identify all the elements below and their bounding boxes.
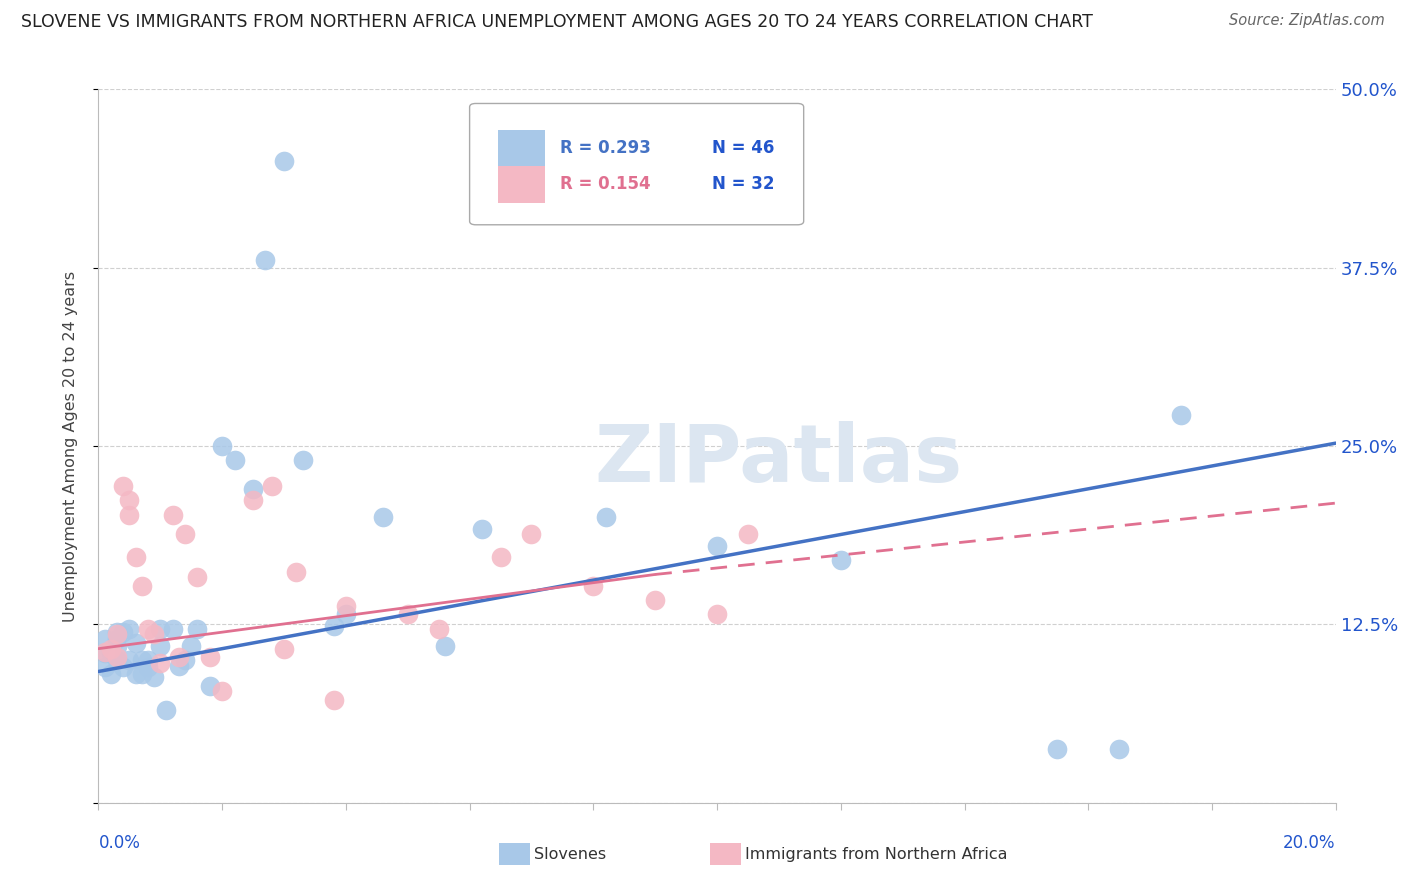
Point: [100, 667, 122, 681]
Point: [427, 622, 450, 636]
Text: Source: ZipAtlas.com: Source: ZipAtlas.com: [1229, 13, 1385, 29]
Point: [105, 653, 128, 667]
Text: R = 0.293: R = 0.293: [560, 139, 651, 157]
Point: [124, 667, 146, 681]
Point: [335, 599, 357, 613]
Point: [706, 607, 728, 622]
Point: [1108, 741, 1130, 756]
Point: [136, 660, 159, 674]
Point: [644, 593, 666, 607]
Point: [198, 650, 221, 665]
Point: [211, 439, 233, 453]
Point: [198, 679, 221, 693]
Point: [273, 153, 295, 168]
Point: [93, 660, 115, 674]
Text: SLOVENE VS IMMIGRANTS FROM NORTHERN AFRICA UNEMPLOYMENT AMONG AGES 20 TO 24 YEAR: SLOVENE VS IMMIGRANTS FROM NORTHERN AFRI…: [21, 13, 1092, 31]
Point: [174, 527, 197, 541]
Point: [582, 579, 605, 593]
Point: [118, 493, 141, 508]
Text: Slovenes: Slovenes: [534, 847, 606, 862]
Point: [830, 553, 852, 567]
Point: [105, 627, 128, 641]
Text: N = 46: N = 46: [711, 139, 775, 157]
Point: [149, 656, 172, 670]
Text: N = 32: N = 32: [711, 175, 775, 193]
Point: [143, 670, 166, 684]
Point: [105, 650, 128, 665]
FancyBboxPatch shape: [498, 130, 546, 167]
Point: [118, 508, 141, 522]
Point: [291, 453, 314, 467]
Point: [118, 653, 141, 667]
Point: [93, 632, 115, 646]
Point: [100, 641, 122, 656]
Point: [105, 639, 128, 653]
Point: [105, 632, 128, 646]
Point: [118, 622, 141, 636]
Point: [273, 641, 295, 656]
Point: [186, 570, 208, 584]
Point: [335, 607, 357, 622]
Point: [93, 644, 115, 658]
Point: [155, 703, 177, 717]
Point: [136, 622, 159, 636]
Point: [149, 622, 172, 636]
Point: [112, 660, 135, 674]
Point: [143, 627, 166, 641]
Point: [131, 653, 153, 667]
Point: [371, 510, 394, 524]
Point: [167, 650, 190, 665]
Point: [136, 653, 159, 667]
Point: [124, 550, 146, 565]
Point: [100, 646, 122, 660]
Text: 0.0%: 0.0%: [98, 834, 141, 852]
Point: [489, 550, 512, 565]
Point: [396, 607, 419, 622]
Point: [131, 579, 153, 593]
Point: [162, 508, 184, 522]
FancyBboxPatch shape: [498, 166, 546, 202]
Point: [112, 479, 135, 493]
Point: [180, 639, 202, 653]
Point: [595, 510, 617, 524]
Point: [167, 658, 190, 673]
Point: [1170, 408, 1192, 422]
Text: ZIPatlas: ZIPatlas: [595, 421, 963, 500]
Point: [737, 527, 759, 541]
Point: [471, 522, 494, 536]
Point: [131, 667, 153, 681]
Point: [285, 565, 308, 579]
Point: [322, 619, 344, 633]
Point: [112, 624, 135, 639]
Point: [242, 482, 264, 496]
Point: [242, 493, 264, 508]
Point: [149, 639, 172, 653]
Text: 20.0%: 20.0%: [1284, 834, 1336, 852]
Point: [93, 646, 115, 660]
Point: [706, 539, 728, 553]
Point: [124, 636, 146, 650]
Point: [322, 693, 344, 707]
Point: [174, 653, 197, 667]
Y-axis label: Unemployment Among Ages 20 to 24 years: Unemployment Among Ages 20 to 24 years: [63, 270, 77, 622]
Point: [254, 253, 277, 268]
Point: [162, 622, 184, 636]
Point: [211, 684, 233, 698]
Point: [433, 639, 456, 653]
Point: [224, 453, 246, 467]
Point: [186, 622, 208, 636]
Point: [520, 527, 543, 541]
Point: [1046, 741, 1069, 756]
Point: [260, 479, 283, 493]
Text: R = 0.154: R = 0.154: [560, 175, 651, 193]
FancyBboxPatch shape: [470, 103, 804, 225]
Text: Immigrants from Northern Africa: Immigrants from Northern Africa: [745, 847, 1008, 862]
Point: [105, 624, 128, 639]
